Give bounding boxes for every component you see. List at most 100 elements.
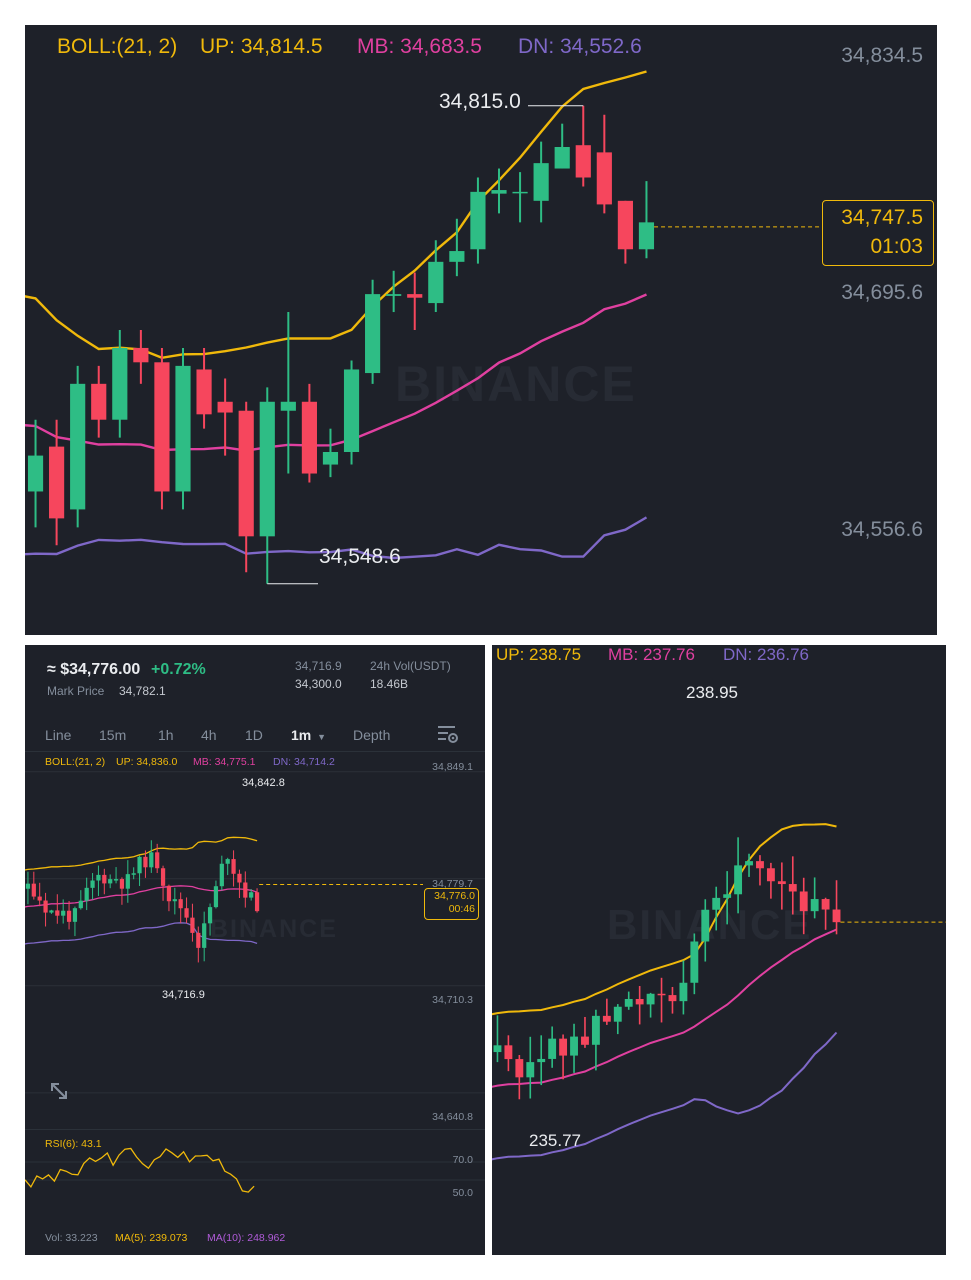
candle bbox=[515, 1059, 524, 1078]
boll-dn-label: DN: 236.76 bbox=[723, 645, 809, 664]
y-axis-label: 34,556.6 bbox=[841, 518, 923, 541]
candle bbox=[172, 899, 177, 902]
candle bbox=[322, 452, 339, 465]
candle bbox=[280, 401, 296, 411]
candle bbox=[84, 887, 89, 901]
candlestick-plot[interactable] bbox=[25, 645, 485, 1255]
boll-mb-line bbox=[25, 293, 647, 452]
candle bbox=[646, 993, 655, 1005]
rsi-line bbox=[25, 1147, 255, 1193]
candle bbox=[343, 369, 360, 452]
mobile-chart-view: ≈ $34,776.00 +0.72% Mark Price 34,782.1 … bbox=[25, 645, 485, 1255]
tab-line[interactable]: Line bbox=[45, 727, 72, 743]
candle bbox=[78, 900, 83, 909]
candle bbox=[512, 191, 528, 194]
rsi-axis-label: 70.0 bbox=[452, 1154, 473, 1166]
boll-up-line bbox=[25, 70, 647, 360]
low-label: 34,716.9 bbox=[162, 989, 205, 1001]
low-label: 34,548.6 bbox=[319, 545, 401, 568]
current-price-badge[interactable]: 34,776.0 00:46 bbox=[424, 888, 479, 920]
tab-1d[interactable]: 1D bbox=[245, 727, 263, 743]
y-axis-label: 34,640.8 bbox=[432, 1111, 473, 1123]
current-price: 34,776.0 bbox=[434, 890, 475, 902]
candle bbox=[613, 1006, 622, 1022]
candle bbox=[37, 896, 42, 901]
candle bbox=[470, 191, 486, 250]
high-label: 34,815.0 bbox=[439, 90, 521, 113]
candle bbox=[154, 362, 170, 492]
boll-up-line bbox=[492, 823, 837, 1016]
candle bbox=[635, 998, 644, 1005]
tab-1m[interactable]: 1m ▼ bbox=[291, 727, 326, 743]
candle bbox=[190, 917, 195, 933]
candle bbox=[701, 909, 710, 942]
chart-settings-icon[interactable] bbox=[435, 722, 459, 746]
countdown: 00:46 bbox=[448, 903, 475, 915]
candle bbox=[668, 995, 677, 1002]
tab-1h[interactable]: 1h bbox=[158, 727, 174, 743]
tab-15m[interactable]: 15m bbox=[99, 727, 127, 743]
tab-4h[interactable]: 4h bbox=[201, 727, 217, 743]
candle bbox=[365, 294, 381, 374]
candle bbox=[143, 856, 148, 868]
current-price-badge[interactable]: 34,747.5 01:03 bbox=[822, 200, 934, 266]
candle bbox=[43, 900, 48, 913]
boll-dn-label: DN: 34,714.2 bbox=[273, 756, 335, 768]
candle bbox=[213, 886, 219, 908]
candle bbox=[766, 868, 775, 882]
price-change: +0.72% bbox=[151, 661, 206, 678]
boll-dn-line bbox=[25, 516, 648, 560]
candle bbox=[249, 892, 254, 898]
candle bbox=[254, 892, 260, 912]
candle bbox=[149, 852, 154, 868]
candle bbox=[137, 856, 142, 874]
main-boll-chart: BINANCE BOLL:(21, 2) UP: 34,814.5 MB: 34… bbox=[25, 25, 937, 635]
candle bbox=[55, 910, 60, 916]
tab-depth[interactable]: Depth bbox=[353, 727, 391, 743]
candle bbox=[61, 910, 66, 916]
countdown: 01:03 bbox=[870, 235, 923, 258]
candle bbox=[504, 1045, 513, 1060]
boll-up-label: UP: 34,836.0 bbox=[116, 756, 178, 768]
candle bbox=[131, 873, 136, 875]
y-axis-label: 34,779.7 bbox=[432, 878, 473, 890]
candle bbox=[31, 883, 36, 897]
boll-up-line bbox=[25, 836, 258, 871]
candle bbox=[66, 910, 72, 922]
candlestick-plot[interactable] bbox=[492, 645, 946, 1255]
candle bbox=[591, 1015, 600, 1045]
candle bbox=[407, 294, 423, 298]
candle bbox=[554, 147, 570, 169]
candle bbox=[175, 365, 191, 492]
24h-low-label: 34,716.9 bbox=[295, 659, 342, 673]
candle bbox=[184, 908, 189, 918]
tab-1m-label: 1m bbox=[291, 727, 312, 743]
candle bbox=[196, 369, 212, 415]
candlestick-plot[interactable] bbox=[25, 25, 937, 635]
candle bbox=[777, 881, 786, 885]
candle bbox=[810, 899, 819, 912]
candle bbox=[96, 874, 101, 881]
boll-mb-label: MB: 34,775.1 bbox=[193, 756, 256, 768]
expand-icon[interactable] bbox=[47, 1079, 71, 1103]
candle bbox=[449, 251, 465, 262]
boll-up-label: UP: 238.75 bbox=[496, 645, 582, 664]
candle bbox=[91, 383, 107, 420]
candle bbox=[113, 879, 119, 881]
candle bbox=[734, 865, 743, 895]
y-axis-label: 34,834.5 bbox=[841, 44, 923, 67]
candle bbox=[202, 923, 207, 948]
candle bbox=[723, 894, 732, 898]
candle bbox=[102, 874, 107, 884]
candle bbox=[548, 1038, 557, 1059]
boll-mb-label: MB: 237.76 bbox=[608, 645, 695, 664]
y-axis-label: 34,849.1 bbox=[432, 761, 473, 773]
boll-dn-label: DN: 34,552.6 bbox=[518, 35, 642, 58]
candle bbox=[108, 879, 113, 884]
candle bbox=[690, 941, 699, 983]
candle bbox=[526, 1062, 535, 1078]
volume-label: Vol: 33.223 bbox=[45, 1232, 98, 1244]
candle bbox=[49, 446, 65, 519]
watermark: BINANCE bbox=[210, 915, 338, 943]
boll-dn-line bbox=[25, 922, 258, 945]
